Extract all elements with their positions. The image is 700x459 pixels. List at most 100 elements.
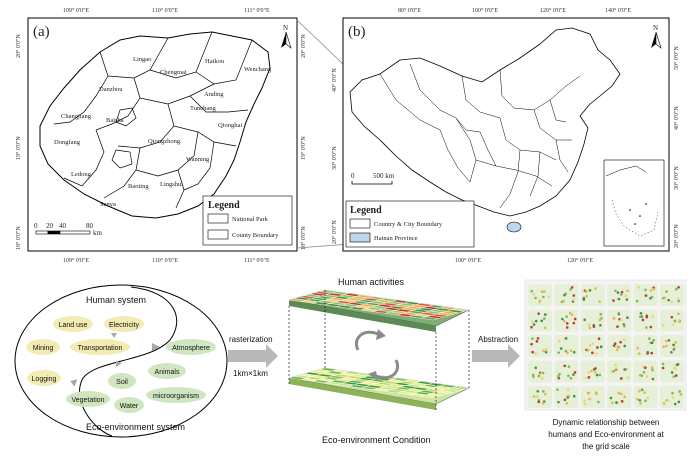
abstraction-dot xyxy=(573,371,577,374)
abstraction-dot xyxy=(635,299,639,303)
abstraction-dot xyxy=(625,298,629,301)
country-boundary-swatch xyxy=(349,218,371,229)
abstraction-dot xyxy=(573,317,577,321)
rasterization-arrow: rasterization 1km×1km xyxy=(228,335,278,378)
label-mining: Mining xyxy=(33,345,54,352)
abstraction-dot xyxy=(557,351,560,354)
b-legend-country-city: Country & City Boundary xyxy=(374,221,443,228)
grid-cell xyxy=(420,394,439,399)
human-activities-grid xyxy=(288,289,470,332)
county-chengmai: Chengmai xyxy=(160,69,187,76)
panel-b: (b) 80° 0'0"E 100° 0'0"E 120° 0'0"E 140°… xyxy=(331,7,680,264)
abstraction-dot xyxy=(672,375,676,378)
abstraction-dot xyxy=(677,312,680,316)
abstraction-dot xyxy=(599,323,602,327)
county-baoting: Baoting xyxy=(128,183,149,190)
abstraction-dot xyxy=(530,342,533,346)
abstraction-dot xyxy=(665,290,668,293)
abstraction-dot xyxy=(568,311,572,315)
a-north-label: N xyxy=(283,24,288,32)
a-lat-tick-left-3: 18° 0'0"N xyxy=(15,226,22,250)
abstraction-dot xyxy=(623,344,627,348)
pill-electricity xyxy=(104,316,144,332)
label-vegetation: Vegetation xyxy=(71,397,104,404)
abstraction-dot xyxy=(651,377,655,381)
b-lon-tick-top-4: 140° 0'0"E xyxy=(605,7,631,14)
b-lon-tick-bottom-2: 120° 0'0"E xyxy=(567,257,593,264)
pill-vegetation xyxy=(66,391,110,407)
pill-water xyxy=(114,397,144,413)
label-transportation: Transportation xyxy=(78,345,123,352)
abstraction-dot xyxy=(583,318,586,322)
cycle-arrow-head-icon xyxy=(368,371,378,381)
abstraction-arrow: Abstraction xyxy=(472,335,520,368)
abstraction-dot xyxy=(599,312,603,316)
abstraction-dot xyxy=(612,299,615,302)
abstraction-dot xyxy=(562,299,565,303)
abstraction-dot xyxy=(544,350,548,354)
county-wanning: Wanning xyxy=(186,156,210,163)
abstraction-dot xyxy=(538,299,542,303)
county-haikou: Haikou xyxy=(205,58,225,65)
label-animals: Animals xyxy=(155,369,180,376)
county-changjiang: Changjiang xyxy=(61,113,92,120)
abstraction-dot xyxy=(566,396,570,399)
a-scale-20: 20 xyxy=(46,222,54,230)
abstraction-dot xyxy=(585,295,589,298)
abstraction-dot xyxy=(609,396,613,400)
abstraction-dot xyxy=(535,340,539,343)
abstraction-dot xyxy=(586,348,590,352)
abstraction-dot xyxy=(598,373,602,377)
abstraction-dot xyxy=(667,339,671,342)
a-lon-tick-top-2: 110° 0'0"E xyxy=(152,7,178,14)
b-lat-tick-left-2: 30° 0'0"N xyxy=(331,146,338,170)
abstraction-dot xyxy=(638,398,642,402)
pill-logging xyxy=(27,370,61,386)
hainan-highlight xyxy=(506,221,522,233)
label-microorganism: microorganism xyxy=(153,393,199,400)
abstraction-label: Abstraction xyxy=(478,335,518,344)
b-lon-tick-top-3: 120° 0'0"E xyxy=(540,7,566,14)
abstraction-dot xyxy=(672,347,676,351)
abstraction-dot xyxy=(661,362,665,366)
abstraction-dot xyxy=(565,326,569,329)
abstraction-dot xyxy=(640,374,644,378)
north-arrow-icon: N xyxy=(651,24,662,49)
b-legend-hainan: Hainan Province xyxy=(374,235,418,242)
abstraction-dot xyxy=(645,315,649,319)
abstraction-cell xyxy=(580,309,605,332)
abstraction-dot xyxy=(587,376,591,379)
label-soil: Soil xyxy=(116,379,128,386)
abstraction-dot xyxy=(666,398,670,402)
a-lon-tick-top-1: 109° 0'0"E xyxy=(63,7,89,14)
a-lat-tick-right-1: 20° 0'0"N xyxy=(300,34,307,58)
abstraction-cell xyxy=(607,335,632,357)
abstraction-dot xyxy=(583,402,587,406)
abstraction-dot xyxy=(542,402,545,405)
abstraction-cell xyxy=(528,360,552,383)
abstraction-dot xyxy=(646,350,650,354)
abstraction-dot xyxy=(561,317,564,321)
abstraction-dot xyxy=(614,366,618,370)
abstraction-dot xyxy=(530,289,534,293)
abstraction-dot xyxy=(644,366,647,370)
abstraction-dot xyxy=(532,395,536,398)
abstraction-dot xyxy=(558,372,561,376)
abstraction-dot xyxy=(564,349,568,353)
abstraction-dot xyxy=(646,396,650,400)
eco-condition-title: Eco-environment Condition xyxy=(322,435,431,445)
abstraction-cell xyxy=(633,386,658,408)
abstraction-dot xyxy=(557,339,561,343)
abstraction-dot xyxy=(645,375,649,378)
abstraction-dot xyxy=(650,351,654,355)
county-dongfang: Dongfang xyxy=(54,139,81,146)
abstraction-dot xyxy=(565,322,569,325)
abstraction-dot xyxy=(588,289,592,292)
abstraction-dot xyxy=(566,351,569,355)
label-logging: Logging xyxy=(32,376,57,383)
abstraction-cell xyxy=(607,360,632,383)
abstraction-dot xyxy=(670,350,673,354)
abstraction-dot xyxy=(587,371,590,374)
abstraction-dot xyxy=(651,315,654,318)
